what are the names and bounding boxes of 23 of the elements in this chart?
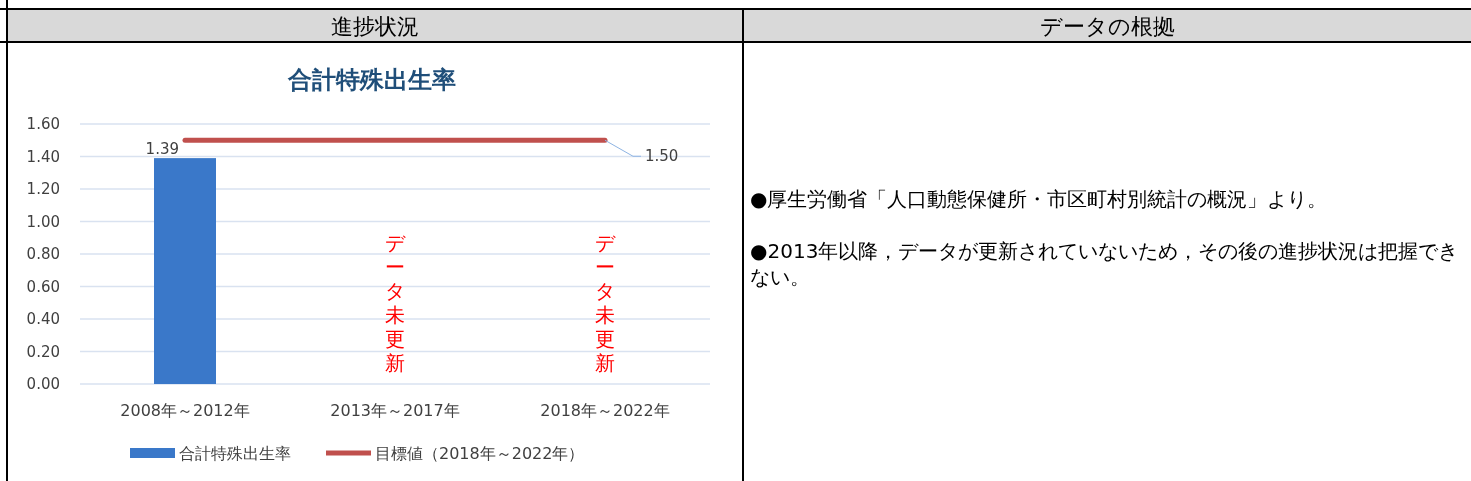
y-tick-label: 0.40 [26,310,60,328]
annotation: データ未更新 [595,231,616,375]
y-tick-label: 1.00 [26,212,60,231]
chart-title: 合計特殊出生率 [287,66,456,94]
y-tick-label: 0.00 [26,375,60,393]
legend-label: 目標値（2018年～2022年） [375,444,585,463]
annotation: データ未更新 [385,231,406,375]
y-tick-label: 1.40 [26,147,60,166]
text: ●2013年以降，データが更新されていないため，その後の進捗状況は把握できない。 [750,238,1460,290]
text: ●厚生労働省「人口動態保健所・市区町村別統計の概況」より。 [750,186,1329,212]
y-tick-label: 1.60 [26,115,60,133]
text: 進捗状況 [331,14,419,39]
y-tick-label: 0.80 [26,245,60,263]
x-tick-label: 2013年～2017年 [330,401,460,420]
data-label: 1.50 [645,147,679,166]
legend-label: 合計特殊出生率 [179,444,291,463]
text: データの根拠 [1039,14,1175,39]
data-label: 1.39 [145,140,179,159]
x-tick-label: 2018年～2022年 [540,401,670,420]
y-tick-label: 0.20 [26,342,60,361]
x-tick-label: 2008年～2012年 [120,401,250,420]
y-tick-label: 1.20 [26,180,60,198]
y-tick-label: 0.60 [26,277,60,296]
